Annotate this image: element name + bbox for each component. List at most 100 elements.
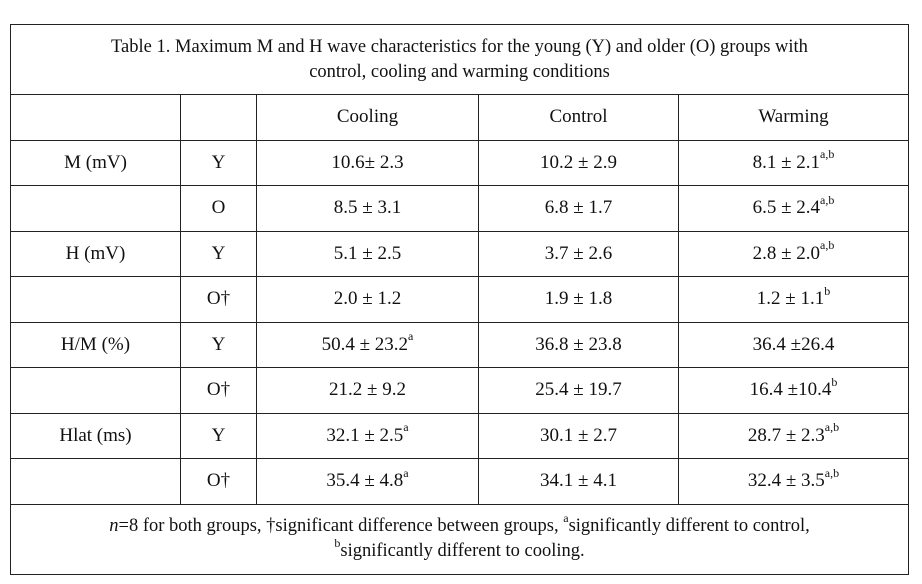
cooling-cell-value: 35.4 ± 4.8: [326, 470, 404, 492]
warming-cell-value: 32.4 ± 3.5: [747, 470, 825, 492]
cooling-cell-value: 50.4 ± 23.2: [321, 333, 409, 355]
control-cell-value: 25.4 ± 19.7: [535, 379, 622, 401]
control-cell: 30.1 ± 2.7: [478, 412, 679, 459]
header-row: Cooling Control Warming: [10, 94, 909, 141]
measure-cell-value: Hlat (ms): [59, 424, 132, 446]
header-warming: Warming: [678, 94, 909, 141]
footnote-text-2: significantly different to control,: [568, 516, 810, 536]
measure-cell-value: H/M (%): [60, 333, 131, 355]
cooling-cell: 8.5 ± 3.1: [256, 185, 479, 232]
warming-cell: 28.7 ± 2.3a,b: [678, 412, 909, 459]
measure-cell: H/M (%): [10, 321, 181, 368]
warming-cell: 6.5 ± 2.4a,b: [678, 185, 909, 232]
cooling-cell: 32.1 ± 2.5a: [256, 412, 479, 459]
significance-marker: a: [403, 465, 409, 480]
group-cell: Y: [180, 321, 257, 368]
control-cell: 1.9 ± 1.8: [478, 276, 679, 323]
warming-cell-value: 2.8 ± 2.0: [752, 242, 821, 264]
cooling-cell: 10.6± 2.3: [256, 139, 479, 186]
caption-line-1: Table 1. Maximum M and H wave characteri…: [111, 36, 808, 57]
control-cell: 10.2 ± 2.9: [478, 139, 679, 186]
group-cell-value: Y: [211, 333, 226, 355]
significance-marker: a: [403, 420, 409, 435]
control-cell-value: 36.8 ± 23.8: [535, 333, 622, 355]
cooling-cell: 35.4 ± 4.8a: [256, 458, 479, 505]
table-row: H/M (%) Y 50.4 ± 23.2a 36.8 ± 23.8 36.4 ±26.…: [10, 321, 909, 368]
cooling-cell-value: 21.2 ± 9.2: [329, 379, 406, 401]
measure-cell: [10, 185, 181, 232]
control-cell-value: 34.1 ± 4.1: [540, 470, 617, 492]
control-cell: 3.7 ± 2.6: [478, 230, 679, 277]
footnote-text-3: significantly different to cooling.: [340, 541, 585, 561]
header-cell: [10, 94, 181, 141]
caption-line-2: control, cooling and warming conditions: [309, 61, 610, 82]
cooling-cell-value: 5.1 ± 2.5: [333, 242, 402, 264]
group-cell: Y: [180, 139, 257, 186]
group-cell-value: Y: [211, 424, 226, 446]
cooling-cell: 5.1 ± 2.5: [256, 230, 479, 277]
significance-marker: b: [831, 374, 838, 389]
warming-cell: 2.8 ± 2.0a,b: [678, 230, 909, 277]
cooling-cell: 50.4 ± 23.2a: [256, 321, 479, 368]
table-row: H (mV) Y 5.1 ± 2.5 3.7 ± 2.6 2.8 ± 2.0a,b: [10, 230, 909, 277]
significance-marker: a,b: [824, 465, 840, 480]
cooling-cell-value: 8.5 ± 3.1: [333, 197, 402, 219]
table-caption: Table 1. Maximum M and H wave characteri…: [10, 24, 909, 95]
header-cooling: Cooling: [256, 94, 479, 141]
measure-cell: M (mV): [10, 139, 181, 186]
footnote-line-1: n=8 for both groups, †significant differ…: [21, 510, 898, 539]
cooling-cell-value: 10.6± 2.3: [331, 151, 404, 173]
significance-marker: a,b: [820, 238, 835, 253]
table-row: O 8.5 ± 3.1 6.8 ± 1.7 6.5 ± 2.4a,b: [10, 185, 909, 232]
control-cell-value: 3.7 ± 2.6: [544, 242, 613, 264]
footnote-text-1: =8 for both groups, †significant differe…: [118, 516, 564, 536]
control-cell: 25.4 ± 19.7: [478, 367, 679, 414]
measure-cell: [10, 458, 181, 505]
group-cell: O†: [180, 458, 257, 505]
significance-marker: a,b: [820, 147, 835, 162]
significance-marker: a: [408, 329, 414, 344]
group-cell-value: O†: [206, 288, 231, 310]
warming-cell-value: 28.7 ± 2.3: [747, 424, 825, 446]
table-footnote: n=8 for both groups, †significant differ…: [10, 503, 909, 575]
group-cell-value: Y: [211, 151, 226, 173]
table-row: Hlat (ms) Y 32.1 ± 2.5a 30.1 ± 2.7 28.7 ± 2.…: [10, 412, 909, 459]
table-row: O† 2.0 ± 1.2 1.9 ± 1.8 1.2 ± 1.1b: [10, 276, 909, 323]
warming-cell-value: 6.5 ± 2.4: [752, 197, 821, 219]
significance-marker: a,b: [820, 192, 835, 207]
header-control: Control: [478, 94, 679, 141]
cooling-cell-value: 32.1 ± 2.5: [326, 424, 404, 446]
measure-cell-value: H (mV): [65, 242, 126, 264]
footnote-sup-a: a: [563, 510, 569, 525]
table-row: O† 35.4 ± 4.8a 34.1 ± 4.1 32.4 ± 3.5a,b: [10, 458, 909, 505]
cooling-cell: 21.2 ± 9.2: [256, 367, 479, 414]
control-cell-value: 10.2 ± 2.9: [540, 151, 617, 173]
header-cell: [180, 94, 257, 141]
measure-cell: H (mV): [10, 230, 181, 277]
warming-cell-value: 8.1 ± 2.1: [752, 151, 821, 173]
cooling-cell: 2.0 ± 1.2: [256, 276, 479, 323]
warming-cell: 8.1 ± 2.1a,b: [678, 139, 909, 186]
group-cell: Y: [180, 230, 257, 277]
group-cell-value: O†: [206, 379, 231, 401]
significance-marker: a,b: [824, 420, 840, 435]
significance-marker: b: [824, 283, 831, 298]
warming-cell: 16.4 ±10.4b: [678, 367, 909, 414]
warming-cell-value: 36.4 ±26.4: [752, 333, 835, 355]
group-cell: O†: [180, 276, 257, 323]
control-cell-value: 1.9 ± 1.8: [544, 288, 613, 310]
cooling-cell-value: 2.0 ± 1.2: [333, 288, 402, 310]
control-cell: 6.8 ± 1.7: [478, 185, 679, 232]
table-row: O† 21.2 ± 9.2 25.4 ± 19.7 16.4 ±10.4b: [10, 367, 909, 414]
footnote-sup-b: b: [334, 535, 341, 550]
control-cell: 36.8 ± 23.8: [478, 321, 679, 368]
measure-cell: Hlat (ms): [10, 412, 181, 459]
warming-cell: 36.4 ±26.4: [678, 321, 909, 368]
control-cell-value: 6.8 ± 1.7: [544, 197, 613, 219]
measure-cell-value: M (mV): [64, 151, 127, 173]
warming-cell-value: 16.4 ±10.4: [749, 379, 832, 401]
warming-cell-value: 1.2 ± 1.1: [756, 288, 825, 310]
group-cell-value: O†: [206, 470, 231, 492]
warming-cell: 32.4 ± 3.5a,b: [678, 458, 909, 505]
group-cell-value: Y: [211, 242, 226, 264]
